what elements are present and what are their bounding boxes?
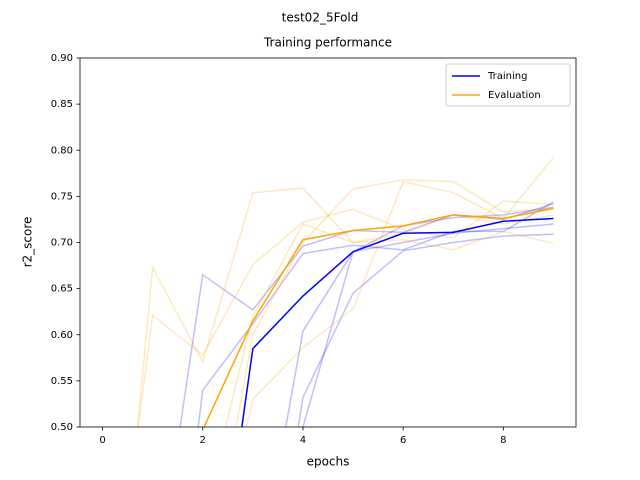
suptitle: test02_5Fold [282, 11, 359, 25]
fold-line [197, 201, 554, 427]
fold-line [224, 214, 554, 427]
y-tick-label: 0.60 [51, 330, 73, 341]
y-tick-label: 0.65 [51, 284, 73, 295]
x-tick-label: 0 [99, 435, 105, 446]
y-tick-label: 0.85 [51, 99, 73, 110]
series-line [203, 207, 554, 427]
fold-line [302, 223, 554, 427]
y-axis-label: r2_score [21, 217, 35, 268]
y-tick-label: 0.80 [51, 145, 73, 156]
y-tick-label: 0.55 [51, 376, 73, 387]
x-tick-label: 2 [200, 435, 206, 446]
legend-label: Training [487, 71, 527, 82]
y-tick-label: 0.90 [51, 53, 73, 64]
x-axis-label: epochs [307, 455, 350, 469]
y-tick-label: 0.50 [51, 422, 73, 433]
legend-label: Evaluation [488, 90, 541, 101]
fold-line [297, 233, 554, 427]
plot-area [136, 157, 555, 427]
fold-line [137, 200, 554, 427]
y-tick-label: 0.75 [51, 191, 73, 202]
x-tick-label: 8 [500, 435, 506, 446]
y-tick-label: 0.70 [51, 238, 73, 249]
chart-title: Training performance [263, 36, 392, 50]
fold-line [235, 179, 554, 427]
x-tick-label: 6 [400, 435, 406, 446]
fold-line [245, 157, 555, 427]
x-tick-label: 4 [300, 435, 306, 446]
legend: Training Evaluation [445, 63, 571, 107]
fold-line [136, 187, 554, 427]
series-line [241, 217, 554, 427]
